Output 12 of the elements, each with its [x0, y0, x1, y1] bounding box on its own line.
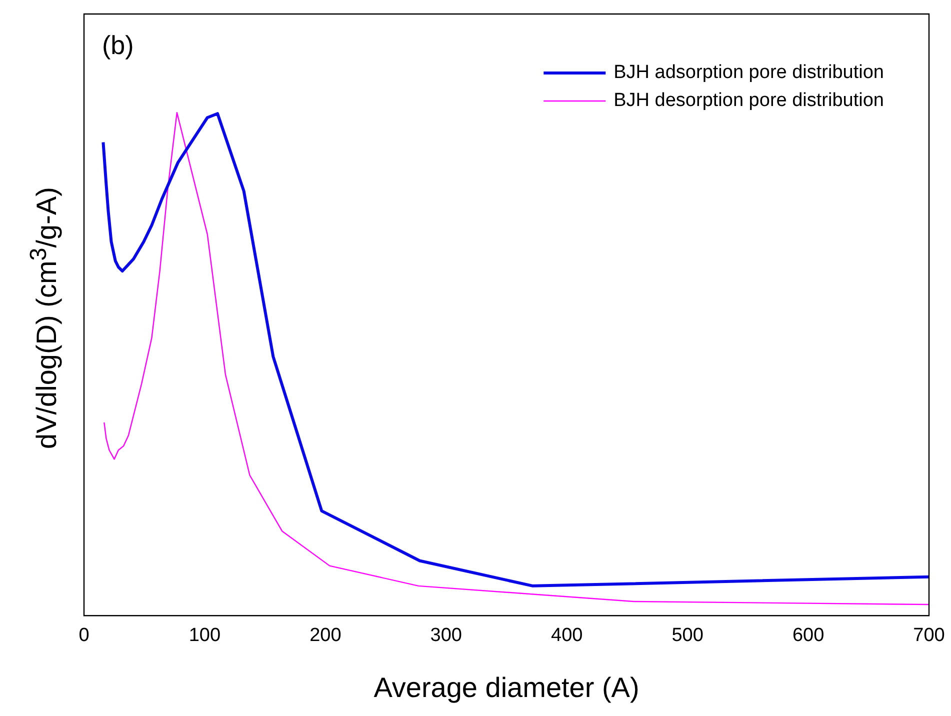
- x-tick-label: 400: [551, 625, 583, 646]
- legend-label: BJH adsorption pore distribution: [614, 62, 884, 84]
- x-tick-label: 600: [792, 625, 824, 646]
- legend-label: BJH desorption pore distribution: [614, 90, 884, 112]
- x-tick-label: 500: [672, 625, 704, 646]
- x-tick-label: 700: [913, 625, 945, 646]
- x-tick-label: 100: [188, 625, 221, 646]
- text: (b): [102, 30, 134, 60]
- x-tick-label: 0: [78, 625, 90, 646]
- x-tick-label: 300: [430, 625, 462, 646]
- x-axis-title: Average diameter (A): [374, 672, 640, 703]
- x-tick-label: 200: [310, 625, 342, 646]
